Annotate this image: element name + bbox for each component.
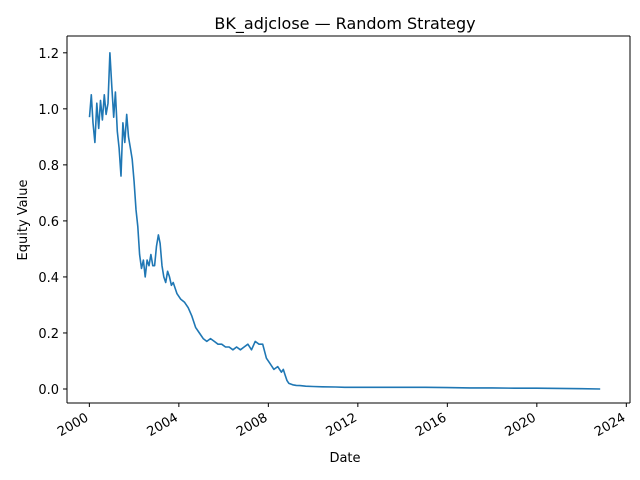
equity-series-line: [88, 51, 601, 390]
data-layer: [88, 51, 601, 390]
y-tick-label: 0.2: [38, 327, 59, 342]
plot-area: [67, 36, 630, 403]
x-tick-label: 2000: [55, 410, 91, 440]
y-tick-label: 0.8: [38, 159, 59, 174]
x-tick-label: 2008: [234, 410, 270, 440]
x-ticks: 2000 2004 2008 2012 2016 2020 2024: [55, 403, 628, 440]
x-axis-title: Date: [329, 451, 360, 466]
y-ticks: 0.0 0.2 0.4 0.6 0.8 1.0 1.2: [38, 47, 67, 398]
y-tick-label: 0.0: [38, 383, 59, 398]
chart-title: BK_adjclose — Random Strategy: [214, 14, 475, 34]
x-tick-label: 2016: [413, 410, 449, 440]
y-tick-label: 0.6: [38, 215, 59, 230]
y-axis-title: Equity Value: [16, 180, 31, 261]
y-tick-label: 1.0: [38, 103, 59, 118]
axis-frame: [66, 35, 631, 404]
x-tick-label: 2024: [592, 410, 628, 440]
x-tick-label: 2020: [503, 410, 539, 440]
y-tick-label: 0.4: [38, 271, 59, 286]
y-tick-label: 1.2: [38, 47, 59, 62]
x-tick-label: 2004: [145, 410, 181, 440]
x-tick-label: 2012: [324, 410, 360, 440]
